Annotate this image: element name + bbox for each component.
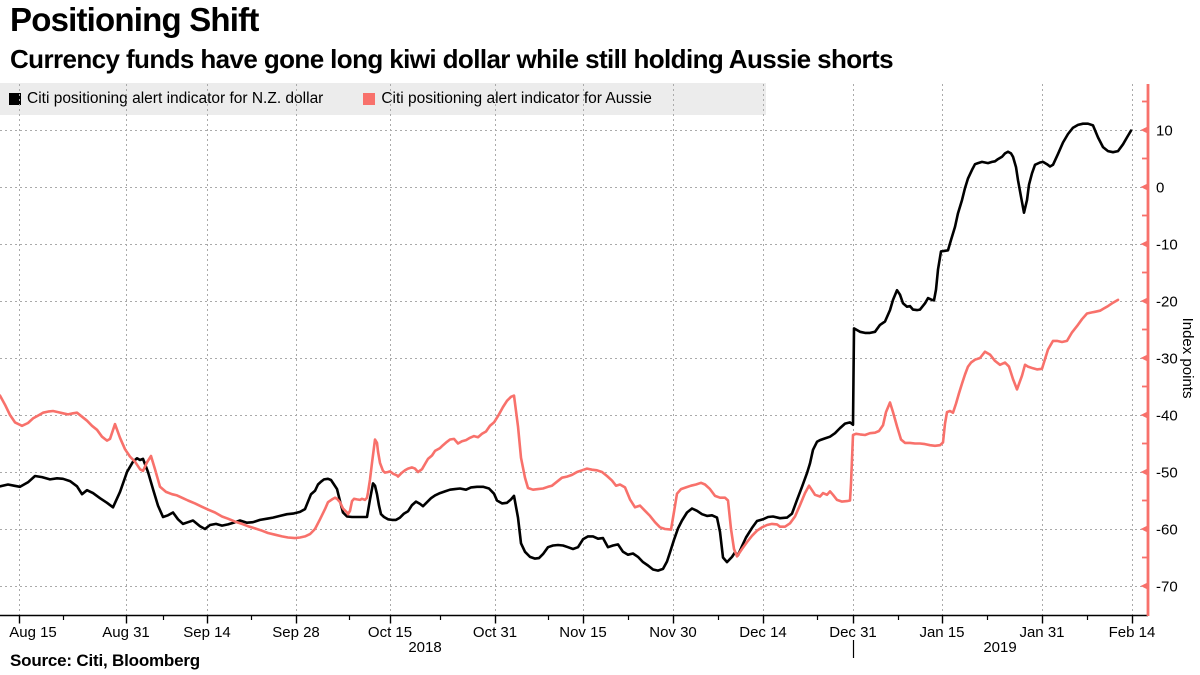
x-tick-label: Nov 15	[559, 624, 607, 641]
y-tick-label: -50	[1156, 465, 1178, 482]
year-label: 2019	[983, 639, 1016, 656]
y-tick-label: -20	[1156, 294, 1178, 311]
y-tick-label: -10	[1156, 237, 1178, 254]
y-tick-label: 10	[1156, 123, 1173, 140]
x-tick-label: Oct 31	[473, 624, 517, 641]
x-tick-label: Dec 14	[739, 624, 787, 641]
y-major-tick	[1140, 411, 1148, 419]
y-major-tick	[1140, 297, 1148, 305]
y-axis-title: Index points	[1179, 318, 1196, 399]
y-tick-label: -40	[1156, 408, 1178, 425]
x-tick-label: Jan 15	[919, 624, 964, 641]
y-major-tick	[1140, 240, 1148, 248]
y-major-tick	[1140, 582, 1148, 590]
y-tick-label: -60	[1156, 522, 1178, 539]
y-tick-label: -30	[1156, 351, 1178, 368]
y-tick-label: 0	[1156, 180, 1164, 197]
y-major-tick	[1140, 354, 1148, 362]
x-tick-label: Oct 15	[368, 624, 412, 641]
y-major-tick	[1140, 126, 1148, 134]
x-tick-label: Dec 31	[829, 624, 877, 641]
y-tick-label: -70	[1156, 579, 1178, 596]
nzd-swatch-icon	[9, 93, 21, 105]
chart-title: Positioning Shift	[10, 1, 259, 38]
x-tick-label: Aug 15	[9, 624, 57, 641]
series-nzd-line	[0, 122, 1133, 572]
chart-subtitle: Currency funds have gone long kiwi dolla…	[10, 44, 894, 74]
legend-item-nzd: Citi positioning alert indicator for N.Z…	[9, 90, 323, 108]
y-major-tick	[1140, 183, 1148, 191]
source-note: Source: Citi, Bloomberg	[10, 651, 200, 670]
x-tick-label: Feb 14	[1109, 624, 1156, 641]
series-aud-line	[0, 298, 1120, 558]
x-tick-label: Sep 28	[272, 624, 320, 641]
x-tick-label: Nov 30	[649, 624, 697, 641]
x-tick-label: Sep 14	[183, 624, 231, 641]
aud-swatch-icon	[363, 93, 376, 105]
legend-label-nzd: Citi positioning alert indicator for N.Z…	[27, 90, 324, 107]
legend-label-aud: Citi positioning alert indicator for Aus…	[381, 90, 652, 107]
x-tick-label: Aug 31	[102, 624, 150, 641]
y-major-tick	[1140, 468, 1148, 476]
legend: Citi positioning alert indicator for N.Z…	[0, 83, 766, 115]
year-label: 2018	[408, 639, 441, 656]
y-major-tick	[1140, 525, 1148, 533]
legend-item-aud: Citi positioning alert indicator for Aus…	[363, 90, 652, 108]
x-tick-label: Jan 31	[1019, 624, 1064, 641]
